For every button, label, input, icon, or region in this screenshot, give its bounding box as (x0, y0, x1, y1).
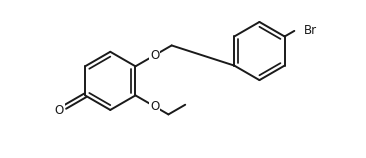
Text: Br: Br (304, 24, 317, 37)
Text: O: O (55, 104, 64, 117)
Text: O: O (150, 100, 160, 113)
Text: O: O (150, 49, 160, 62)
